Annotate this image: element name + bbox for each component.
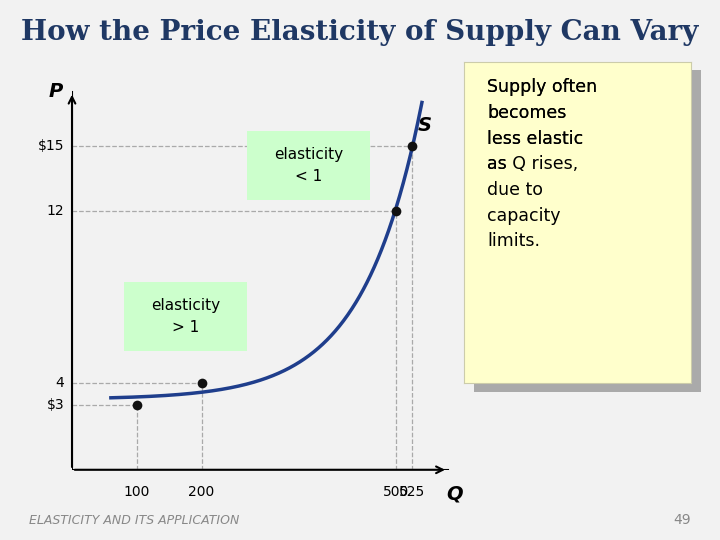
- Text: 12: 12: [47, 204, 64, 218]
- Text: P: P: [49, 82, 63, 102]
- Text: S: S: [418, 116, 431, 135]
- Text: elasticity
< 1: elasticity < 1: [274, 147, 343, 184]
- Text: ELASTICITY AND ITS APPLICATION: ELASTICITY AND ITS APPLICATION: [29, 514, 239, 526]
- Text: 4: 4: [55, 376, 64, 390]
- Text: 200: 200: [189, 485, 215, 499]
- Text: Supply often
becomes
less elastic
as: Supply often becomes less elastic as: [487, 78, 597, 173]
- Text: 525: 525: [399, 485, 426, 499]
- Text: Q: Q: [446, 485, 463, 504]
- FancyBboxPatch shape: [124, 282, 247, 351]
- Text: $15: $15: [37, 139, 64, 153]
- FancyBboxPatch shape: [247, 131, 370, 200]
- Text: How the Price Elasticity of Supply Can Vary: How the Price Elasticity of Supply Can V…: [22, 19, 698, 46]
- Text: 100: 100: [124, 485, 150, 499]
- Text: 500: 500: [383, 485, 409, 499]
- Text: Supply often
becomes
less elastic
as Q rises,
due to
capacity
limits.: Supply often becomes less elastic as Q r…: [487, 78, 597, 251]
- Text: 49: 49: [674, 512, 691, 526]
- Text: elasticity
> 1: elasticity > 1: [150, 298, 220, 335]
- Text: $3: $3: [47, 398, 64, 412]
